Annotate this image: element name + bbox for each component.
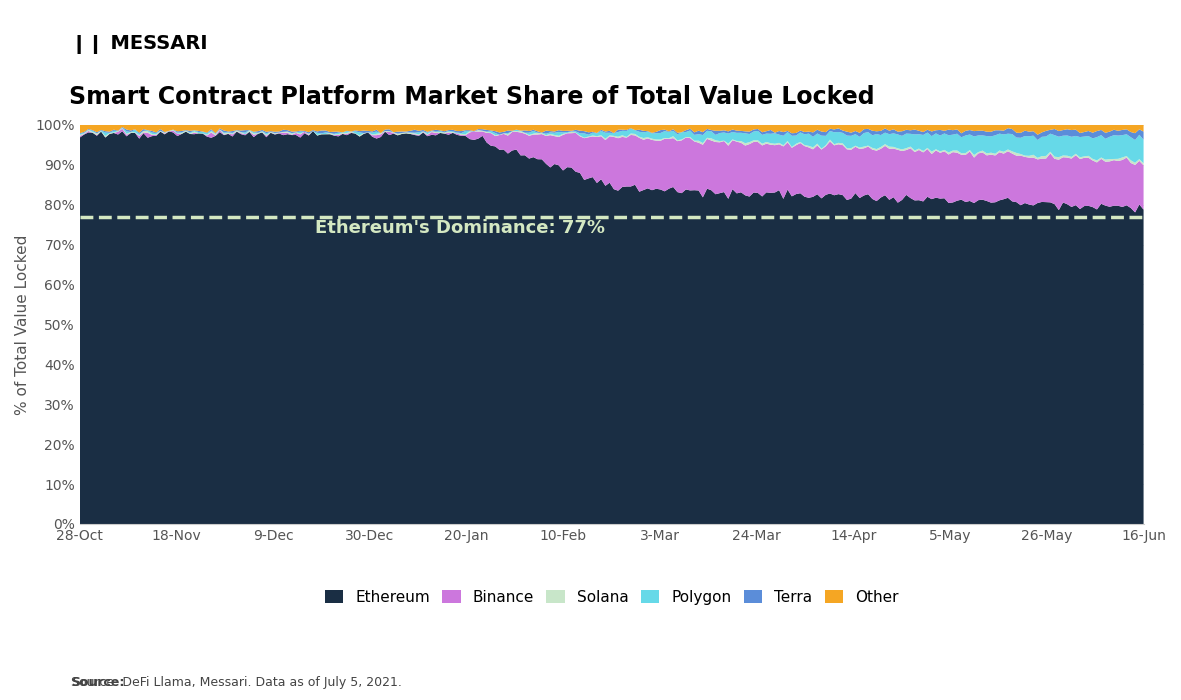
Legend: Ethereum, Binance, Solana, Polygon, Terra, Other: Ethereum, Binance, Solana, Polygon, Terr… — [319, 584, 905, 611]
Y-axis label: % of Total Value Locked: % of Total Value Locked — [15, 234, 30, 414]
Text: Source:: Source: — [71, 676, 124, 689]
Text: ❙❙ MESSARI: ❙❙ MESSARI — [71, 35, 208, 54]
Text: Smart Contract Platform Market Share of Total Value Locked: Smart Contract Platform Market Share of … — [70, 85, 875, 109]
Text: Ethereum's Dominance: 77%: Ethereum's Dominance: 77% — [315, 218, 605, 237]
Text: Source: DeFi Llama, Messari. Data as of July 5, 2021.: Source: DeFi Llama, Messari. Data as of … — [71, 676, 402, 689]
